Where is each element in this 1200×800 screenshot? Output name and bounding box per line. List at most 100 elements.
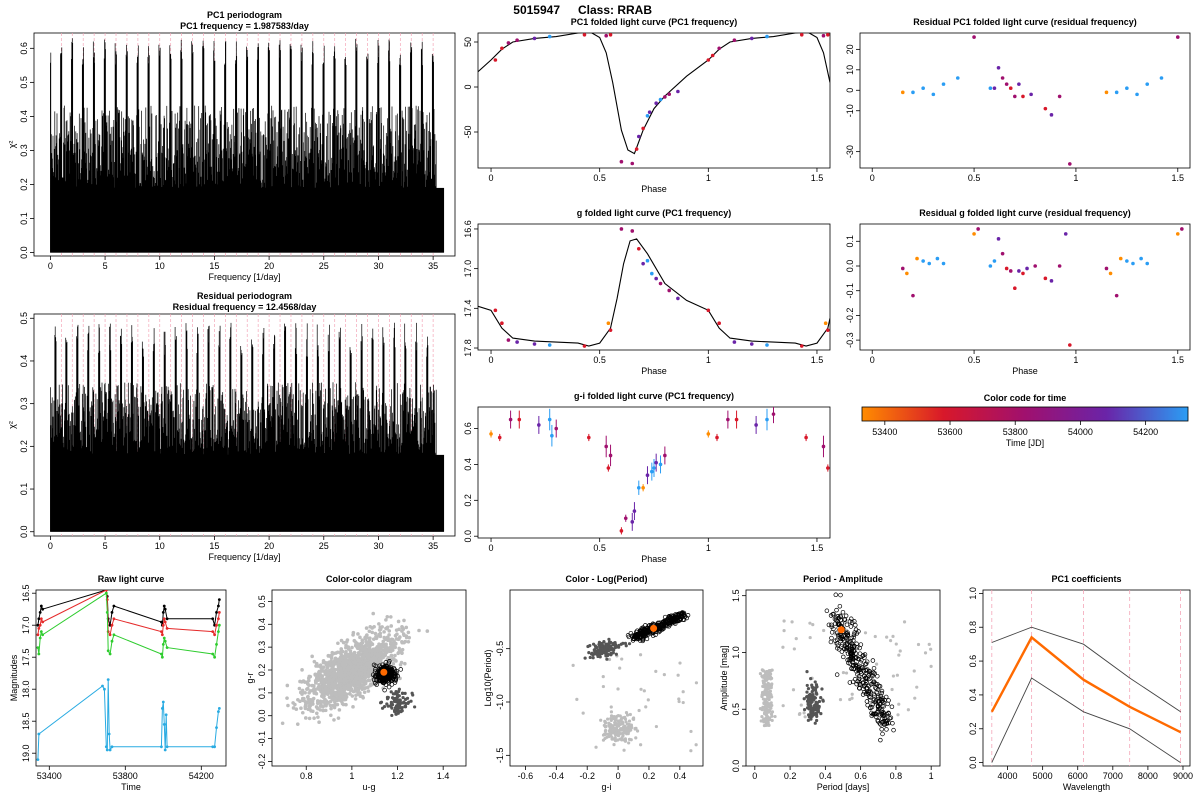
class-point [814, 711, 818, 715]
target-class-point [682, 614, 688, 619]
raw-r-point [217, 611, 221, 614]
class-point [385, 695, 390, 699]
background-point [285, 683, 290, 688]
pc1-folded-data-point [630, 161, 635, 166]
period-amplitude-xtick-label: 1 [929, 771, 934, 781]
target-class-point [665, 616, 671, 621]
g-folded-xtick-label: 1 [706, 355, 711, 365]
background-point [601, 675, 605, 679]
background-point [638, 653, 643, 657]
g-folded-data-point [641, 261, 645, 266]
background-point [838, 698, 843, 702]
background-point [318, 673, 323, 678]
background-point [676, 673, 680, 677]
pc1-folded-data-point [765, 34, 769, 39]
target-class-point [867, 688, 872, 694]
raw-light-curve-xtick-label: 53800 [113, 771, 138, 781]
background-point [360, 644, 364, 648]
background-point [616, 731, 620, 736]
raw-u-point [217, 707, 221, 710]
pc1-periodogram-frame [33, 32, 456, 257]
background-point [300, 710, 305, 715]
g-folded-panel: g folded light curve (PC1 frequency) 0 0.5… [463, 208, 831, 376]
background-point [619, 728, 623, 732]
target-class-point [837, 603, 843, 609]
residual-g-folded-data-point [1004, 266, 1009, 271]
pc1-coefficients-ytick-label: 0.0 [968, 756, 978, 769]
background-point [342, 673, 346, 678]
background-point [303, 706, 308, 711]
background-point [323, 677, 328, 682]
class-point [627, 642, 632, 646]
residual-pc1-folded-plot-area [900, 35, 1180, 166]
raw-r-line [37, 590, 220, 637]
background-point [354, 693, 358, 698]
raw-u-point [163, 748, 167, 752]
class-point [586, 644, 590, 649]
target-class-point [834, 607, 839, 613]
raw-light-curve-ytick-label: 19.0 [21, 744, 31, 762]
pc1-folded-data-point [493, 58, 498, 62]
raw-i-point [105, 611, 109, 614]
background-point [343, 687, 347, 692]
background-point [626, 732, 630, 736]
background-point [337, 698, 342, 702]
raw-g-line [37, 590, 220, 626]
residual-periodogram-ylabel: χ² [7, 421, 17, 429]
target-class-point [863, 668, 869, 673]
target-class-point [869, 710, 874, 716]
gi-folded-data-point [826, 466, 830, 470]
target-class-point [888, 715, 894, 720]
highlight-point [650, 624, 658, 632]
background-point [763, 690, 767, 694]
raw-r-point [160, 633, 164, 637]
target-class-point [864, 699, 870, 704]
background-point [654, 669, 658, 674]
target-class-point [838, 636, 843, 642]
class-point [812, 704, 817, 708]
background-point [610, 735, 614, 740]
raw-u-point [164, 713, 168, 717]
pc1-periodogram-xtick-label: 0 [48, 261, 53, 271]
pc1-folded-data-point [710, 53, 715, 58]
target-class-point [647, 623, 652, 628]
raw-u-point [101, 684, 104, 688]
background-point [305, 687, 309, 692]
background-point [338, 694, 343, 699]
color-logperiod-title: Color - Log(Period) [566, 574, 648, 584]
background-point [385, 615, 390, 619]
target-class-point [388, 678, 394, 684]
background-point [629, 738, 633, 742]
gi-folded-data-point [804, 435, 808, 440]
background-point [372, 649, 377, 654]
target-class-point [847, 646, 853, 651]
background-point [286, 703, 290, 708]
background-point [888, 639, 893, 643]
pc1-folded-data-point [604, 33, 608, 38]
target-class-point [841, 654, 846, 660]
class-point [591, 642, 596, 646]
target-class-point [839, 649, 845, 654]
residual-periodogram-ytick-label: 0.4 [19, 355, 29, 368]
target-class-point [850, 657, 856, 663]
gi-folded-panel: g-i folded light curve (PC1 frequency) 0 0… [463, 391, 831, 564]
g-folded-ytick-label: 17.4 [463, 300, 473, 318]
gi-folded-xtick-label: 0 [489, 543, 494, 553]
background-point [338, 656, 343, 661]
raw-g-point [161, 611, 165, 614]
target-class-point [886, 711, 891, 716]
background-point [344, 676, 349, 680]
residual-g-folded-data-point [1013, 286, 1017, 291]
background-point [314, 661, 319, 666]
background-point [365, 643, 369, 648]
target-class-point [876, 683, 882, 689]
gi-folded-data-point [726, 417, 730, 422]
background-point [346, 671, 351, 676]
background-point [330, 673, 334, 677]
pc1-periodogram-xtick-label: 20 [264, 261, 274, 271]
color-logperiod-plot-area [571, 610, 699, 753]
residual-g-folded-data-point [1114, 293, 1119, 298]
g-folded-data-point [650, 271, 654, 276]
color-color-xtick-label: 1.4 [437, 771, 450, 781]
raw-i-point [213, 655, 217, 659]
